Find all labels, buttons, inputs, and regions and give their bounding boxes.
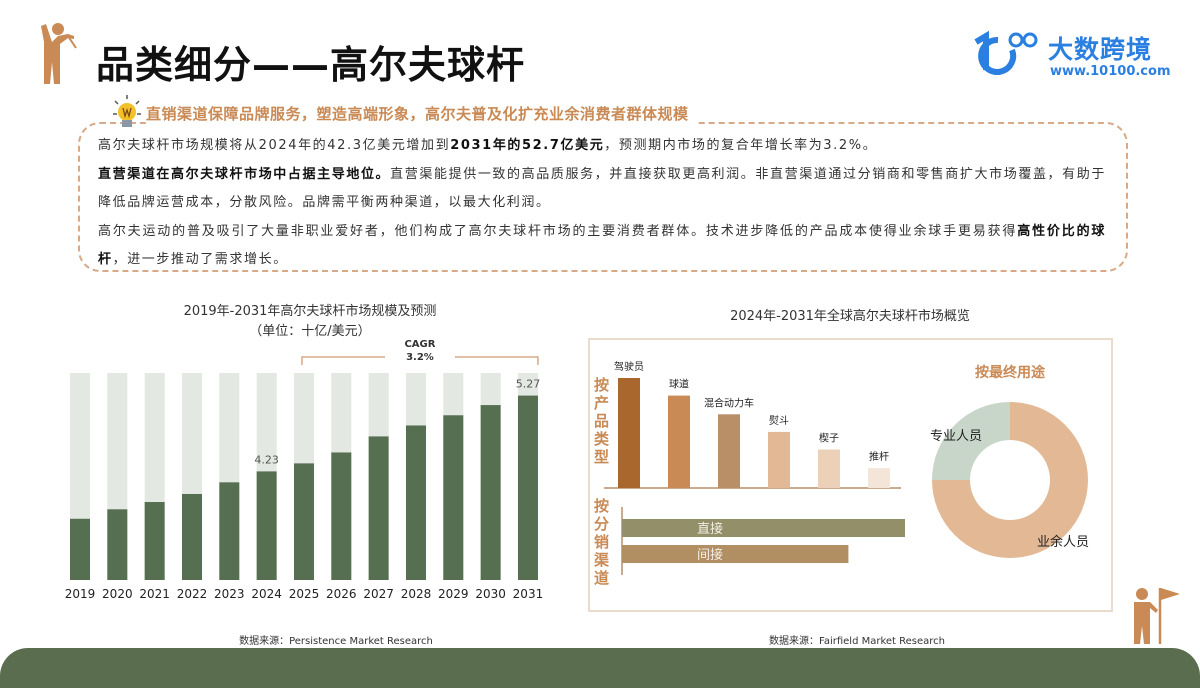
brand-logo-mark [974,30,1038,75]
bar-2030 [480,405,501,580]
x-tick-2020: 2020 [102,587,133,601]
bar-2022 [181,493,202,580]
donut-label-0: 专业人员 [930,429,982,444]
product-label-2: 混合动力车 [704,396,754,409]
product-bar-3 [768,431,790,488]
overview-chart-title: 2024年-2031年全球高尔夫球杆市场概览 [730,309,970,324]
channel-bar-1 [622,545,849,563]
channel-label: 按分销渠道 [594,497,610,587]
x-tick-2021: 2021 [139,587,170,601]
overview-chart-frame [588,338,1113,612]
product-bar-4 [818,449,840,488]
end-use-label: 按最终用途 [975,365,1045,381]
left-chart-source: 数据来源：Persistence Market Research [239,636,433,647]
bar-2027 [368,436,389,580]
channel-label-0: 直接 [697,521,723,537]
product-label-1: 球道 [669,378,689,391]
paragraph-consumers: 高尔夫运动的普及吸引了大量非职业爱好者，他们构成了高尔夫球杆市场的主要消费者群体… [98,223,1106,268]
x-tick-2022: 2022 [177,587,208,601]
donut-label-1: 业余人员 [1037,534,1089,550]
data-label-2024: 4.23 [254,453,279,466]
bar-2028 [405,425,426,580]
channel-label-1: 间接 [697,547,723,563]
bar-2026 [331,452,352,580]
bar-2029 [443,415,464,580]
channel-bar-0 [622,519,905,537]
product-bar-0 [618,378,640,488]
product-label-0: 驾驶员 [614,360,644,373]
right-chart-source: 数据来源：Fairfield Market Research [768,636,946,647]
bar-2025 [293,463,314,580]
bar-2021 [144,502,165,580]
x-tick-2028: 2028 [401,587,432,601]
summary-box: 高尔夫球杆市场规模将从2024年的42.3亿美元增加到2031年的52.7亿美元… [78,122,1128,272]
bar-2023 [219,482,240,580]
headline: 直销渠道保障品牌服务，塑造高端形象，高尔夫普及化扩充业余消费者群体规模 [146,103,695,124]
x-tick-2026: 2026 [326,587,357,601]
golfer-flag-icon [1134,588,1180,644]
x-tick-2030: 2030 [475,587,506,601]
x-tick-2019: 2019 [65,587,96,601]
product-bar-5 [868,468,890,488]
x-tick-2027: 2027 [363,587,394,601]
product-type-label: 按产品类型 [594,376,610,466]
bar-2031 [517,395,538,580]
x-tick-2023: 2023 [214,587,245,601]
x-tick-2029: 2029 [438,587,469,601]
cagr-label: CAGR [404,339,435,350]
x-tick-2024: 2024 [251,587,282,601]
product-label-4: 楔子 [819,433,839,445]
product-bar-1 [668,395,690,488]
page-title: 品类细分——高尔夫球杆 [96,43,526,87]
market-size-chart-subtitle: （单位：十亿/美元） [249,324,371,339]
bar-2020 [107,509,128,580]
donut-slice-1 [932,402,1088,558]
lightbulb-icon [113,95,141,127]
paragraph-market-size: 高尔夫球杆市场规模将从2024年的42.3亿美元增加到2031年的52.7亿美元… [98,138,878,153]
donut-slice-0 [932,402,1010,480]
bar-2019 [70,518,90,580]
cagr-value: 3.2% [406,352,434,363]
market-size-chart: 2019 2020 2021 2022 2023 2024 4.23 2025 2026 2027… [65,339,544,601]
bar-2024 [256,471,277,580]
x-tick-2031: 2031 [513,587,544,601]
brand-url: www.10100.com [1050,64,1171,79]
paragraph-channels: 直营渠道在高尔夫球杆市场中占据主导地位。直营渠能提供一致的高品质服务，并直接获取… [98,166,1106,211]
market-size-chart-title: 2019年-2031年高尔夫球杆市场规模及预测 [183,304,437,319]
footer-band [0,648,1200,688]
product-bar-2 [718,414,740,488]
data-label-2031: 5.27 [516,378,541,391]
golfer-swing-icon [41,23,77,84]
product-label-5: 推杆 [869,450,889,463]
x-tick-2025: 2025 [289,587,320,601]
brand-name: 大数跨境 [1048,35,1153,64]
cagr-bracket [301,356,539,365]
product-label-3: 熨斗 [769,414,789,427]
